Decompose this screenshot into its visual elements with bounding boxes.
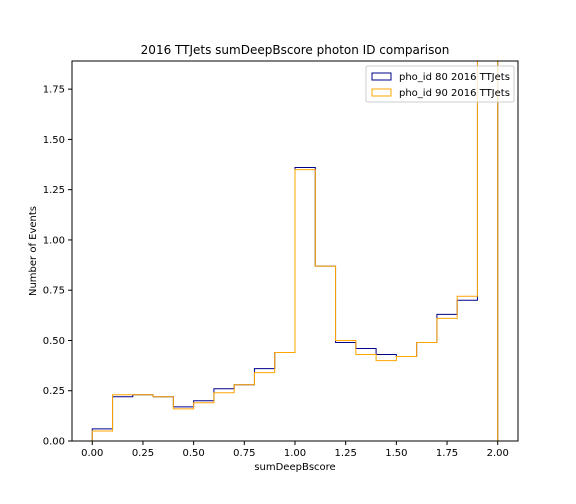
x-tick-label: 0.50 (183, 448, 205, 459)
y-tick-label: 0.25 (43, 386, 65, 397)
x-axis: 0.00 0.25 0.50 0.75 1.00 1.25 1.50 1.75 2.00 (81, 441, 509, 459)
legend-swatch-2 (371, 88, 392, 97)
y-axis: 0.00 0.25 0.50 0.75 1.00 1.25 1.50 1.75 (43, 85, 72, 448)
y-tick-label: 0.50 (43, 336, 65, 347)
chart-title: 2016 TTJets sumDeepBscore photon ID comp… (141, 43, 450, 57)
legend-label-1: pho_id 80 2016 TTJets (399, 72, 510, 83)
y-tick-label: 1.50 (43, 135, 65, 146)
x-tick-label: 0.75 (233, 448, 255, 459)
legend-swatch-1 (371, 72, 392, 81)
x-tick-label: 1.25 (335, 448, 357, 459)
series-line-2 (91, 61, 499, 441)
x-axis-label: sumDeepBscore (254, 462, 335, 473)
legend: pho_id 80 2016 TTJets pho_id 90 2016 TTJe… (365, 65, 515, 103)
y-axis-label: Number of Events (28, 206, 39, 296)
y-tick-label: 1.75 (43, 85, 65, 96)
x-tick-label: 1.75 (436, 448, 458, 459)
legend-label-2: pho_id 90 2016 TTJets (399, 88, 510, 99)
y-tick-label: 0.00 (43, 437, 65, 448)
x-tick-label: 2.00 (487, 448, 509, 459)
y-tick-label: 0.75 (43, 286, 65, 297)
y-tick-label: 1.25 (43, 185, 65, 196)
x-tick-label: 0.00 (81, 448, 103, 459)
x-tick-label: 1.00 (284, 448, 306, 459)
x-tick-label: 1.50 (385, 448, 407, 459)
x-tick-label: 0.25 (132, 448, 154, 459)
legend-frame (365, 65, 515, 103)
y-tick-label: 1.00 (43, 235, 65, 246)
